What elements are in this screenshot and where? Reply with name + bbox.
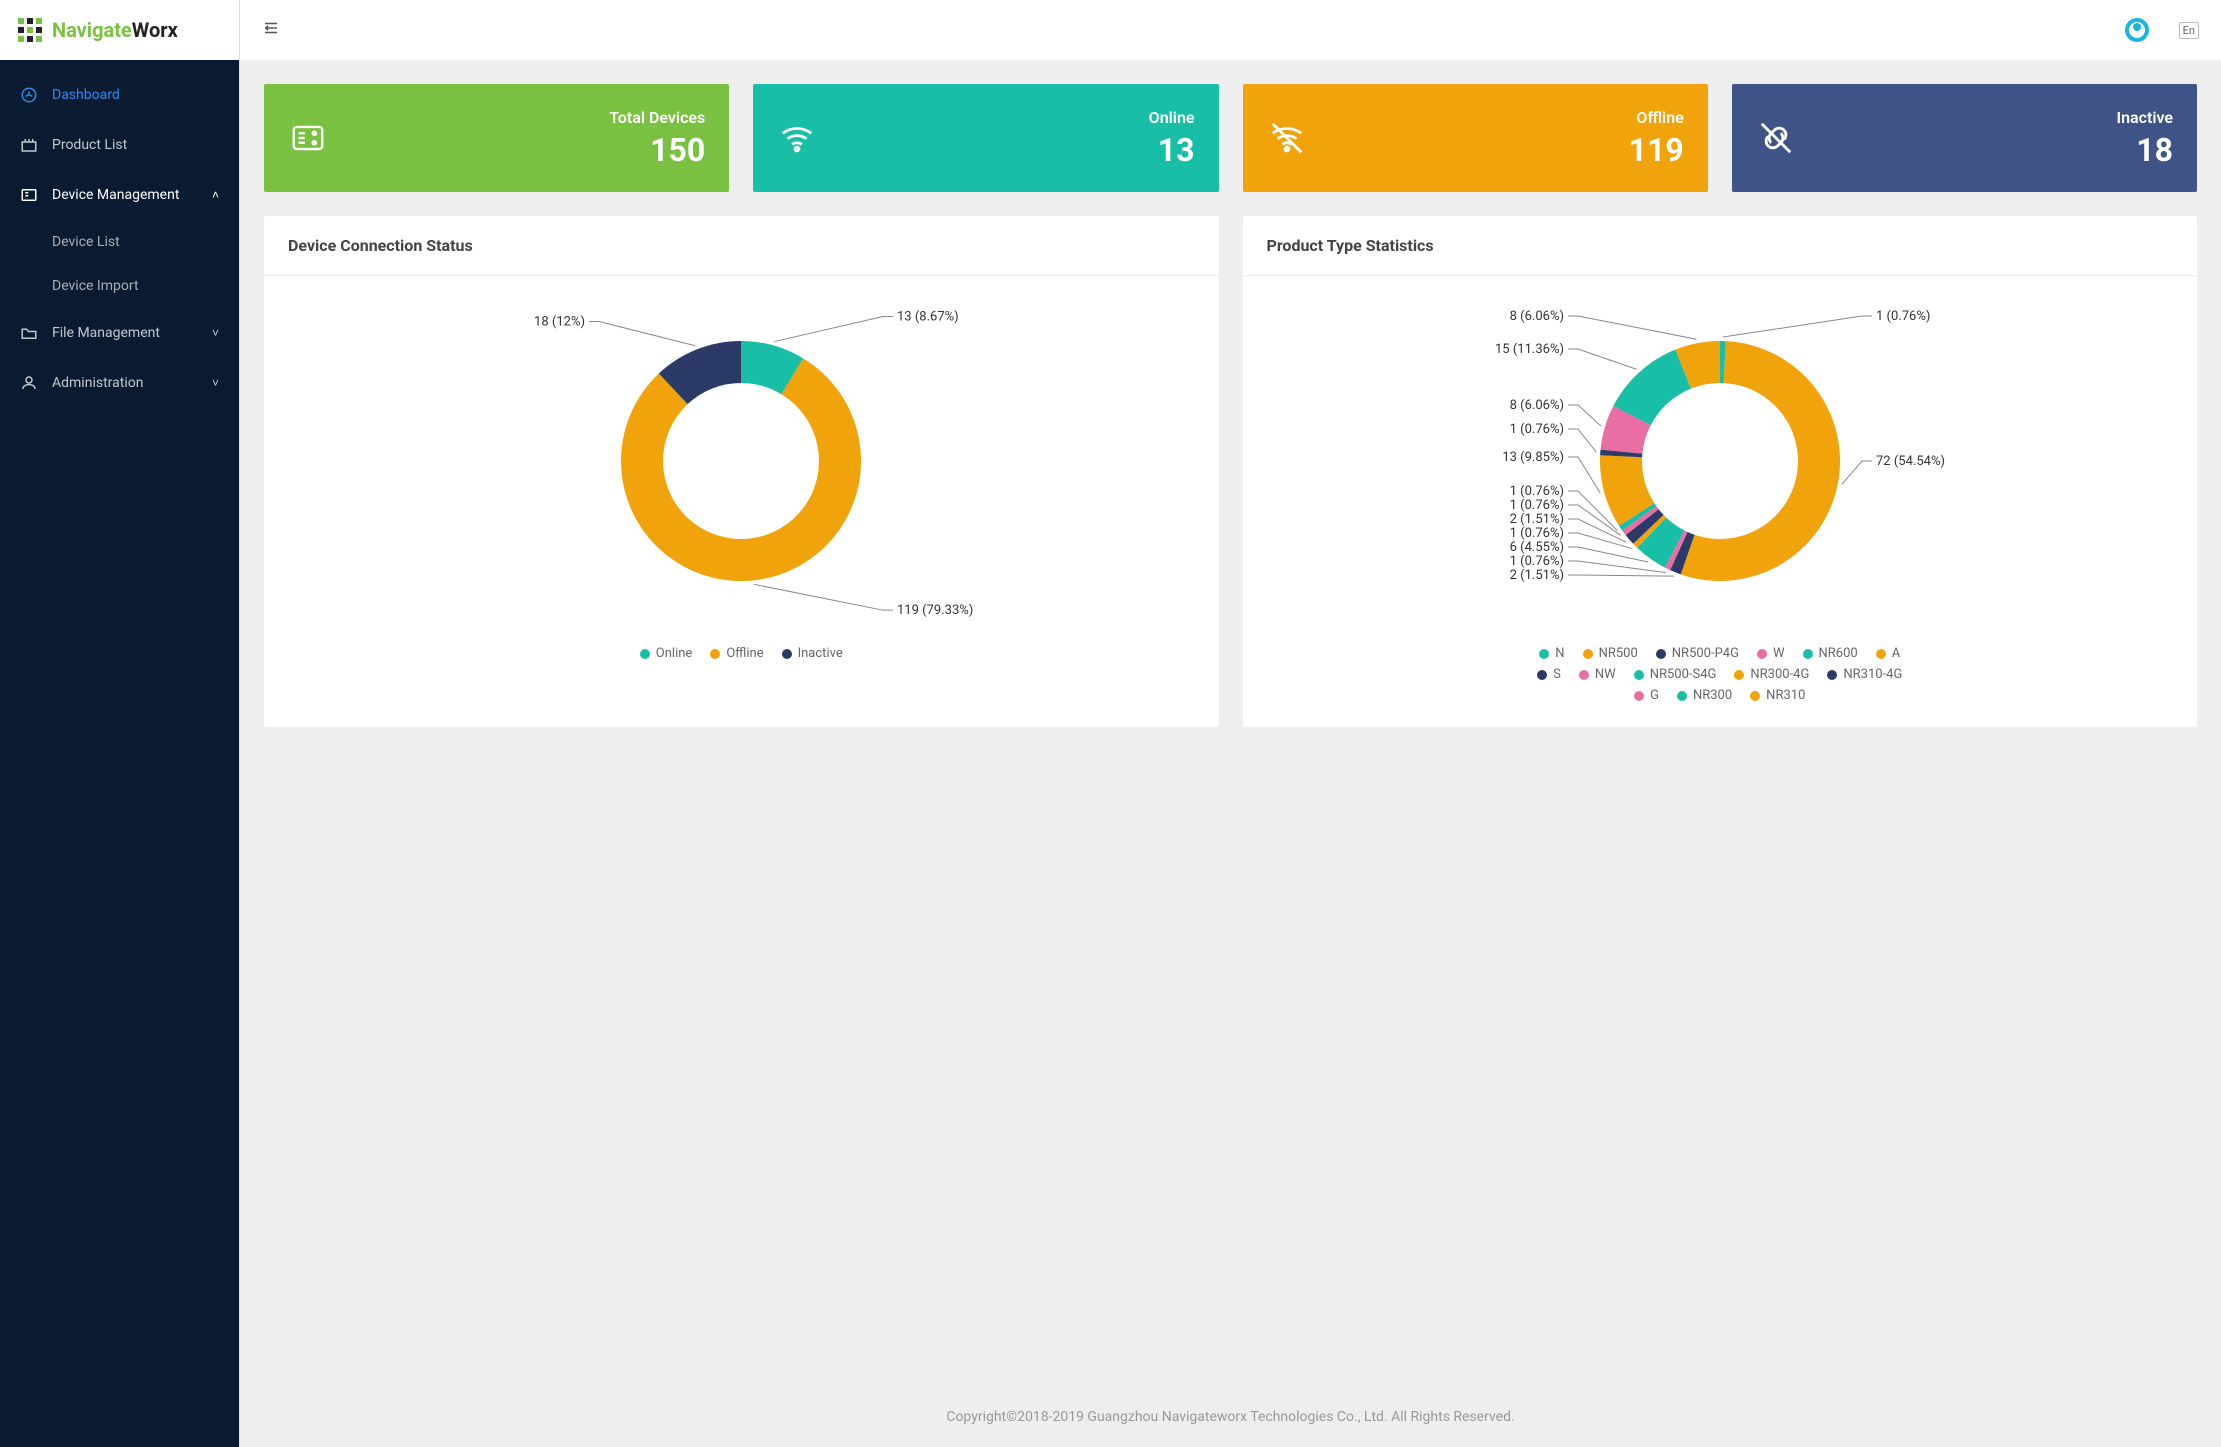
chevron-down-icon: ˅: [212, 376, 219, 390]
donut-label-NR310-4G: 1 (0.76%): [1509, 422, 1563, 437]
language-toggle[interactable]: En: [2179, 22, 2199, 39]
donut-label-NR300-4G: 13 (9.85%): [1502, 450, 1564, 465]
unlink-icon: [1756, 118, 1796, 158]
donut-label-N: 1 (0.76%): [1876, 309, 1930, 324]
card-value: 119: [1629, 131, 1684, 169]
collapse-sidebar-icon[interactable]: [262, 19, 280, 41]
sidebar-item-label: Product List: [52, 137, 127, 153]
sidebar-item-label: Dashboard: [52, 87, 120, 103]
summary-card-online[interactable]: Online 13: [753, 84, 1218, 192]
dashboard-icon: [20, 86, 38, 104]
legend-item-nr600[interactable]: NR600: [1803, 646, 1858, 661]
donut-label-W: 1 (0.76%): [1509, 554, 1563, 569]
legend-item-nr310[interactable]: NR310: [1750, 688, 1805, 703]
logo-bar: NavigateWorx: [0, 0, 239, 60]
sidebar-item-file-management[interactable]: File Management ˅: [0, 308, 239, 358]
legend-item-s[interactable]: S: [1537, 667, 1561, 682]
card-value: 150: [609, 131, 705, 169]
legend-item-online[interactable]: Online: [640, 646, 693, 661]
sidebar-menu: Dashboard Product List Device Management…: [0, 60, 239, 418]
device-management-icon: [20, 186, 38, 204]
devices-icon: [288, 118, 328, 158]
legend-item-nr300[interactable]: NR300: [1677, 688, 1732, 703]
device-status-legend: Online Offline Inactive: [620, 646, 863, 661]
administration-icon: [20, 374, 38, 392]
brand-logo-icon: [18, 18, 42, 42]
donut-label-Inactive: 18 (12%): [534, 315, 585, 330]
content: Total Devices 150 Online 13 Offline 119 …: [240, 60, 2221, 1387]
donut-label-NR600: 6 (4.55%): [1509, 540, 1563, 555]
sidebar-subitem-device-list[interactable]: Device List: [52, 220, 239, 264]
sidebar: NavigateWorx Dashboard Product List D: [0, 0, 240, 1447]
panel-product-type: Product Type Statistics 1 (0.76%) 72 (54.…: [1243, 216, 2198, 727]
main-area: En Total Devices 150 Online 13 Offline 1…: [240, 0, 2221, 1447]
chevron-up-icon: ˄: [212, 188, 219, 202]
sidebar-subitem-device-import[interactable]: Device Import: [52, 264, 239, 308]
card-value: 13: [1149, 131, 1195, 169]
sidebar-item-device-management[interactable]: Device Management ˄: [0, 170, 239, 220]
wifi-icon: [777, 118, 817, 158]
product-type-donut-chart: 1 (0.76%)72 (54.54%)2 (1.51%)1 (0.76%)6 …: [1460, 296, 1980, 626]
legend-item-offline[interactable]: Offline: [710, 646, 763, 661]
summary-card-inactive[interactable]: Inactive 18: [1732, 84, 2197, 192]
donut-label-NR500-P4G: 2 (1.51%): [1509, 568, 1563, 583]
panel-title: Device Connection Status: [264, 216, 1219, 276]
panel-title: Product Type Statistics: [1243, 216, 2198, 276]
donut-label-A: 1 (0.76%): [1509, 526, 1563, 541]
card-value: 18: [2116, 131, 2173, 169]
panel-device-status: Device Connection Status 13 (8.67%) 119 (…: [264, 216, 1219, 727]
brand-name: NavigateWorx: [52, 18, 178, 42]
legend-item-nw[interactable]: NW: [1579, 667, 1616, 682]
donut-label-S: 2 (1.51%): [1509, 512, 1563, 527]
card-label: Offline: [1629, 108, 1684, 127]
chevron-down-icon: ˅: [212, 326, 219, 340]
legend-item-nr500-s4g[interactable]: NR500-S4G: [1634, 667, 1717, 682]
device-status-donut-chart: 13 (8.67%) 119 (79.33%) 18 (12%): [491, 296, 991, 626]
donut-label-Offline: 119 (79.33%): [897, 603, 973, 618]
sidebar-item-administration[interactable]: Administration ˅: [0, 358, 239, 408]
user-avatar-icon[interactable]: [2125, 18, 2149, 42]
sidebar-item-label: File Management: [52, 325, 160, 341]
card-label: Total Devices: [609, 108, 705, 127]
topbar: En: [240, 0, 2221, 60]
summary-card-total[interactable]: Total Devices 150: [264, 84, 729, 192]
summary-cards: Total Devices 150 Online 13 Offline 119 …: [264, 84, 2197, 192]
product-type-legend: N NR500 NR500-P4G W NR600 A S NW NR500-S4G NR300-…: [1253, 646, 2188, 703]
legend-item-nr310-4g[interactable]: NR310-4G: [1827, 667, 1902, 682]
sidebar-submenu-device-management: Device List Device Import: [0, 220, 239, 308]
legend-item-inactive[interactable]: Inactive: [782, 646, 843, 661]
donut-label-G: 8 (6.06%): [1509, 398, 1563, 413]
sidebar-item-dashboard[interactable]: Dashboard: [0, 70, 239, 120]
sidebar-item-product-list[interactable]: Product List: [0, 120, 239, 170]
wifi-off-icon: [1267, 118, 1307, 158]
card-label: Online: [1149, 108, 1195, 127]
legend-item-nr500-p4g[interactable]: NR500-P4G: [1656, 646, 1739, 661]
summary-card-offline[interactable]: Offline 119: [1243, 84, 1708, 192]
donut-label-NR310: 8 (6.06%): [1509, 309, 1563, 324]
donut-slice-Offline[interactable]: [621, 358, 861, 581]
donut-label-NR500: 72 (54.54%): [1876, 454, 1945, 469]
file-management-icon: [20, 324, 38, 342]
donut-label-NW: 1 (0.76%): [1509, 498, 1563, 513]
legend-item-nr300-4g[interactable]: NR300-4G: [1734, 667, 1809, 682]
sidebar-item-label: Administration: [52, 375, 143, 391]
legend-item-nr500[interactable]: NR500: [1583, 646, 1638, 661]
sidebar-item-label: Device Management: [52, 187, 179, 203]
panels: Device Connection Status 13 (8.67%) 119 (…: [264, 216, 2197, 727]
donut-label-Online: 13 (8.67%): [897, 310, 959, 325]
legend-item-w[interactable]: W: [1757, 646, 1785, 661]
footer-copyright: Copyright©2018-2019 Guangzhou Navigatewo…: [240, 1387, 2221, 1447]
product-list-icon: [20, 136, 38, 154]
card-label: Inactive: [2116, 108, 2173, 127]
donut-label-NR500-S4G: 1 (0.76%): [1509, 484, 1563, 499]
legend-item-g[interactable]: G: [1634, 688, 1659, 703]
donut-label-NR300: 15 (11.36%): [1495, 342, 1564, 357]
legend-item-n[interactable]: N: [1539, 646, 1564, 661]
legend-item-a[interactable]: A: [1876, 646, 1900, 661]
